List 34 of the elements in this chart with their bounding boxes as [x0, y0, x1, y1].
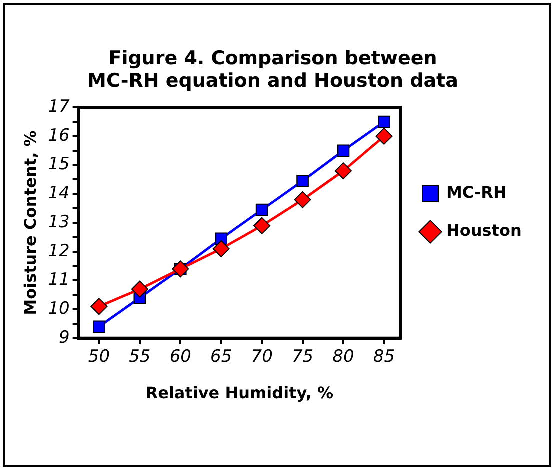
x-axis-title: Relative Humidity, % — [146, 384, 334, 403]
y-tick-label: 16 — [48, 126, 70, 146]
chart-title: Figure 4. Comparison between MC-RH equation and Houston data — [88, 47, 458, 92]
point — [131, 280, 148, 298]
point — [376, 128, 393, 145]
x-tick-label: 70 — [251, 347, 273, 368]
point — [294, 191, 312, 208]
y-axis-title: Moisture Content, % — [20, 130, 40, 316]
legend-label: MC-RH — [446, 183, 507, 202]
y-tick-label: 11 — [48, 270, 70, 290]
y-tick-label: 13 — [48, 212, 70, 232]
x-tick-label: 60 — [170, 347, 192, 368]
x-tick-label: 85 — [373, 347, 396, 368]
y-tick-label: 17 — [48, 97, 70, 118]
x-tick-label: 55 — [129, 347, 151, 368]
point — [337, 144, 350, 158]
x-tick-label: 65 — [210, 347, 232, 368]
y-tick-label: 9 — [59, 328, 70, 348]
y-tick-label: 12 — [48, 241, 70, 262]
point — [296, 175, 309, 188]
point — [256, 204, 268, 216]
point — [254, 217, 271, 234]
legend-label: Houston — [446, 221, 522, 240]
x-tick-label: 80 — [332, 347, 354, 368]
x-tick-label: 75 — [292, 347, 314, 368]
y-tick-label: 15 — [48, 154, 70, 175]
x-tick-label: 50 — [88, 347, 110, 368]
point — [212, 240, 230, 258]
point — [90, 298, 108, 316]
y-tick-label: 14 — [48, 184, 70, 204]
point — [378, 116, 390, 128]
y-tick-label: 10 — [48, 298, 70, 319]
point — [93, 320, 106, 334]
point — [334, 162, 352, 180]
